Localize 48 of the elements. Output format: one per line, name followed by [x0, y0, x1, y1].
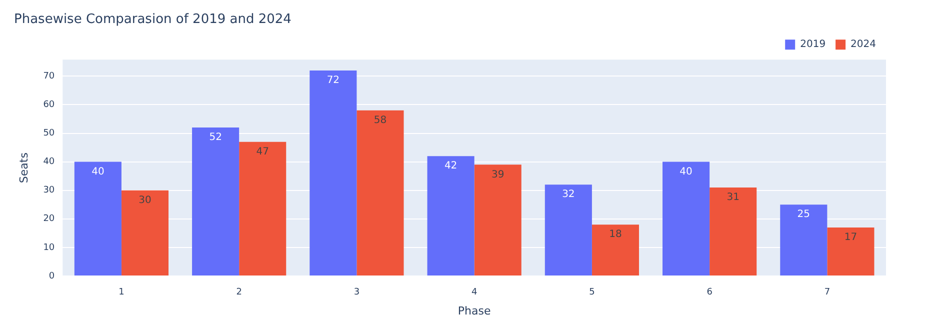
- x-tick-label: 7: [824, 288, 830, 298]
- bar: [710, 188, 757, 276]
- legend-label: 2024: [850, 39, 876, 50]
- bar: [544, 184, 592, 276]
- bar: [356, 110, 404, 276]
- y-tick-label: 60: [43, 100, 55, 110]
- data-label: 40: [680, 166, 692, 178]
- y-tick-label: 40: [43, 157, 55, 168]
- data-label: 42: [444, 160, 458, 172]
- y-tick-label: 70: [43, 72, 55, 82]
- y-tick-label: 30: [43, 186, 55, 196]
- bar: [474, 164, 522, 276]
- data-label: 52: [209, 132, 222, 144]
- legend-label: 2019: [800, 39, 826, 50]
- data-label: 40: [92, 166, 104, 178]
- data-label: 72: [326, 75, 340, 86]
- bar: [310, 70, 357, 276]
- data-label: 32: [562, 189, 575, 200]
- data-label: 39: [491, 169, 504, 180]
- x-axis-title: Phase: [458, 304, 491, 318]
- data-label: 18: [609, 229, 622, 240]
- x-tick-label: 2: [236, 288, 242, 298]
- data-label: 47: [256, 146, 269, 158]
- bar: [74, 162, 122, 276]
- x-tick-label: 5: [589, 288, 595, 298]
- data-label: 31: [726, 192, 740, 204]
- x-tick-label: 4: [471, 288, 478, 298]
- bar: [827, 227, 874, 276]
- data-label: 25: [797, 209, 810, 220]
- x-tick-label: 1: [118, 288, 124, 298]
- y-tick-label: 10: [43, 242, 55, 253]
- x-tick-label: 3: [354, 288, 360, 298]
- y-tick-label: 20: [43, 214, 55, 224]
- chart-title: Phasewise Comparasion of 2019 and 2024: [14, 12, 292, 28]
- bar: [239, 142, 286, 276]
- y-axis-title: Seats: [17, 152, 30, 184]
- x-tick-label: 6: [706, 288, 713, 298]
- bar: [592, 224, 639, 276]
- bar: [780, 204, 828, 276]
- y-tick-label: 0: [48, 271, 55, 282]
- bar: [192, 128, 240, 276]
- y-tick-label: 50: [43, 128, 55, 139]
- data-label: 58: [374, 115, 387, 126]
- bar: [662, 162, 710, 276]
- data-label: 30: [138, 194, 152, 206]
- data-label: 17: [844, 232, 858, 244]
- bar: [121, 190, 169, 276]
- bar: [427, 156, 474, 276]
